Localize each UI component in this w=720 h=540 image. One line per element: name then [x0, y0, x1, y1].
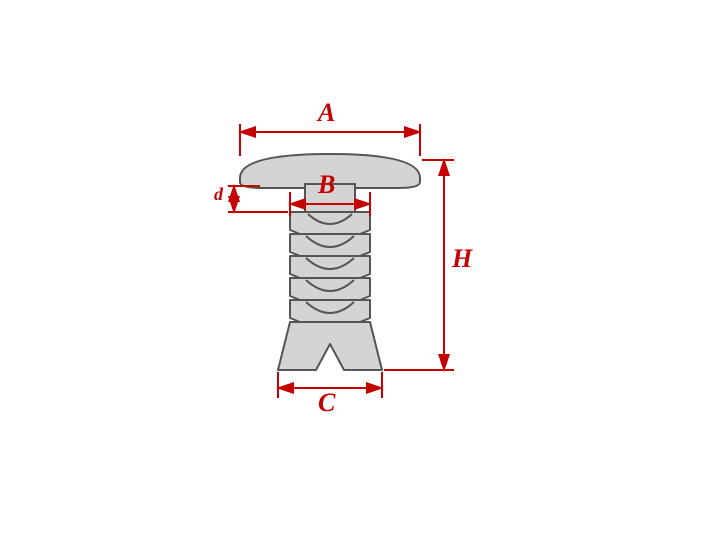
label-C: C — [318, 388, 335, 418]
label-d: d — [214, 184, 223, 205]
diagram-canvas: A B C H d — [0, 0, 720, 540]
clip-base — [278, 322, 382, 370]
clip-drawing — [0, 0, 720, 540]
clip-barbs — [290, 212, 370, 334]
label-B: B — [318, 170, 335, 200]
label-A: A — [318, 98, 335, 128]
label-H: H — [452, 244, 472, 274]
